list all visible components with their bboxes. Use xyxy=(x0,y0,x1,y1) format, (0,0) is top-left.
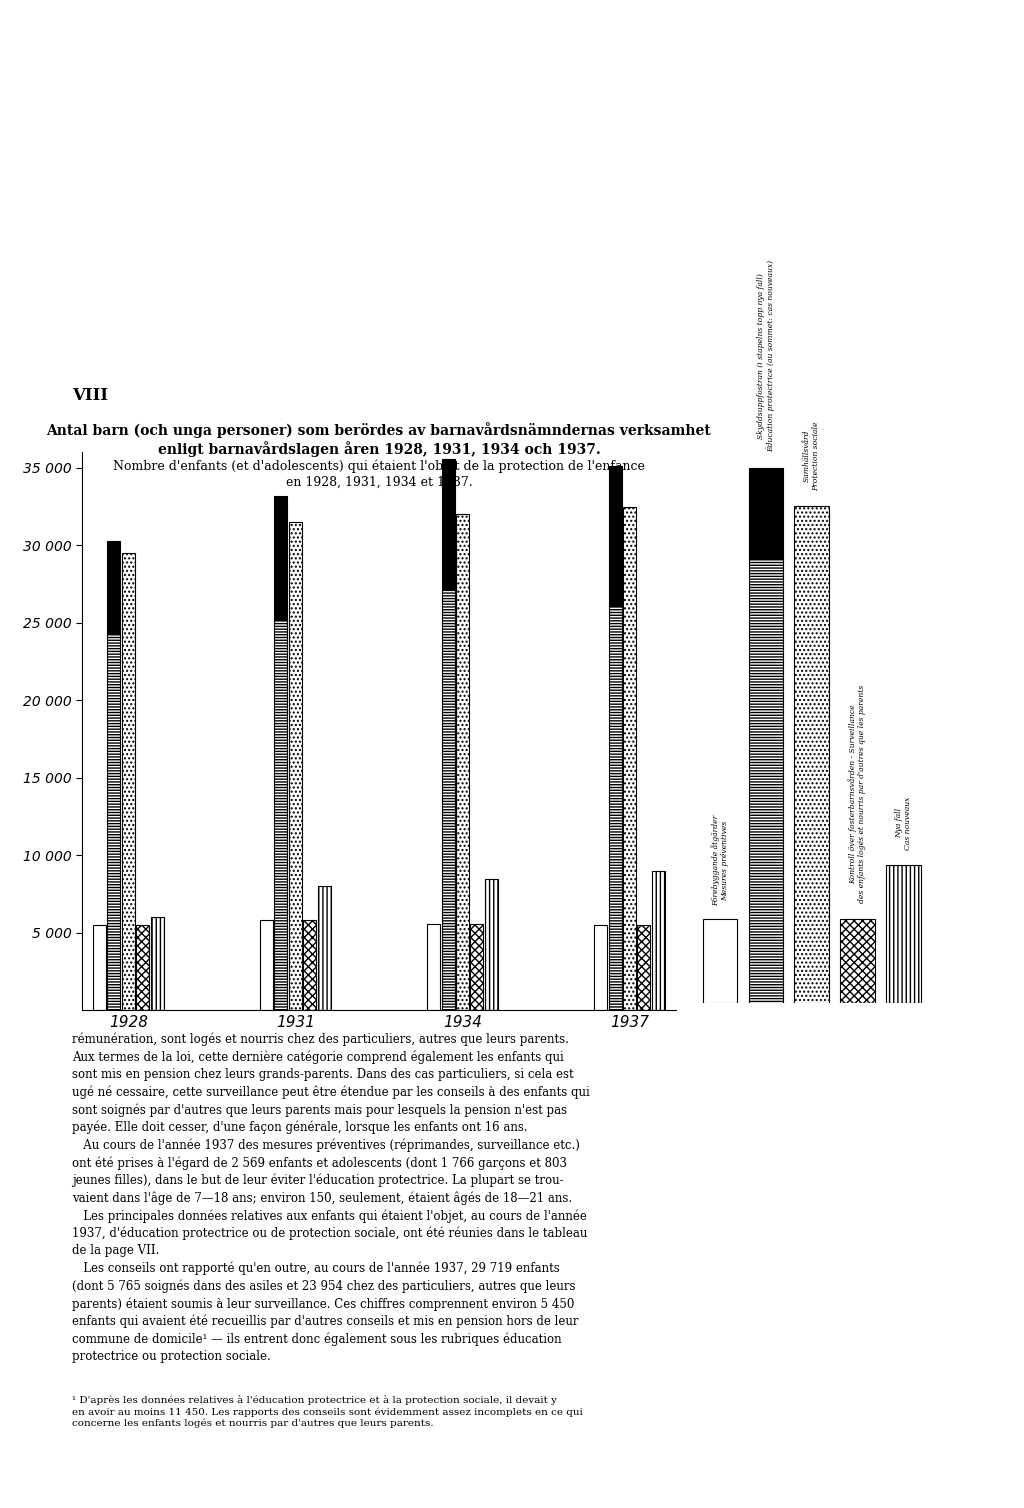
Bar xyxy=(886,866,921,1003)
Bar xyxy=(841,918,874,1003)
Bar xyxy=(274,620,288,1010)
Text: Kontroll över fosterbarnsvården - Surveillance
des enfants logés et nourris par : Kontroll över fosterbarnsvården - Survei… xyxy=(849,685,866,903)
Bar xyxy=(427,923,440,1010)
Bar xyxy=(303,920,316,1010)
Text: Förebyggande åtgärder
Mesures préventives: Förebyggande åtgärder Mesures préventive… xyxy=(711,816,729,906)
Text: VIII: VIII xyxy=(72,386,108,404)
Text: Nombre d'enfants (et d'adolescents) qui étaient l'objet de la protection de l'en: Nombre d'enfants (et d'adolescents) qui … xyxy=(113,460,645,489)
Bar xyxy=(749,467,783,559)
Text: ¹ D'après les données relatives à l'éducation protectrice et à la protection soc: ¹ D'après les données relatives à l'éduc… xyxy=(72,1395,583,1428)
Text: Skyddsuppfostran (i stapelns topp nya fall)
Éducation protectrice (au sommet: ca: Skyddsuppfostran (i stapelns topp nya fa… xyxy=(757,261,775,452)
Bar xyxy=(260,920,273,1010)
Bar xyxy=(108,633,121,1010)
Bar xyxy=(136,924,150,1010)
Bar xyxy=(484,879,498,1010)
Bar xyxy=(317,887,331,1010)
Text: Samhällsvård
Protection sociale: Samhällsvård Protection sociale xyxy=(803,421,820,490)
Bar xyxy=(470,923,483,1010)
Text: Nya fall
Cas nouveaux: Nya fall Cas nouveaux xyxy=(895,796,912,851)
Bar xyxy=(594,924,607,1010)
Bar xyxy=(608,466,622,606)
Bar xyxy=(274,496,288,620)
Bar xyxy=(637,924,650,1010)
Bar xyxy=(441,590,455,1010)
Text: Antal barn (och unga personer) som berördes av barnavårdsnämndernas verksamhet
e: Antal barn (och unga personer) som berör… xyxy=(46,422,712,457)
Bar xyxy=(623,507,636,1010)
Bar xyxy=(608,606,622,1010)
Bar xyxy=(651,872,665,1010)
Bar xyxy=(289,522,302,1010)
Bar xyxy=(456,514,469,1010)
Bar xyxy=(122,553,135,1010)
Bar xyxy=(795,505,828,1003)
Bar xyxy=(108,541,121,633)
Bar xyxy=(441,458,455,590)
Bar xyxy=(93,924,106,1010)
Bar xyxy=(702,918,737,1003)
Text: rémunération, sont logés et nourris chez des particuliers, autres que leurs pare: rémunération, sont logés et nourris chez… xyxy=(72,1033,590,1363)
Bar xyxy=(749,559,783,1003)
Bar xyxy=(151,917,164,1010)
